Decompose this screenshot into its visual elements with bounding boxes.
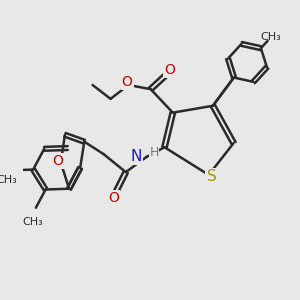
Text: CH₃: CH₃ bbox=[23, 217, 44, 227]
Text: N: N bbox=[131, 149, 142, 164]
Text: CH₃: CH₃ bbox=[0, 175, 17, 184]
Text: H: H bbox=[149, 146, 159, 159]
Text: O: O bbox=[165, 63, 176, 77]
Text: S: S bbox=[207, 169, 216, 184]
Text: O: O bbox=[52, 154, 63, 168]
Text: O: O bbox=[122, 75, 133, 89]
Text: O: O bbox=[108, 191, 119, 206]
Text: CH₃: CH₃ bbox=[261, 32, 281, 42]
